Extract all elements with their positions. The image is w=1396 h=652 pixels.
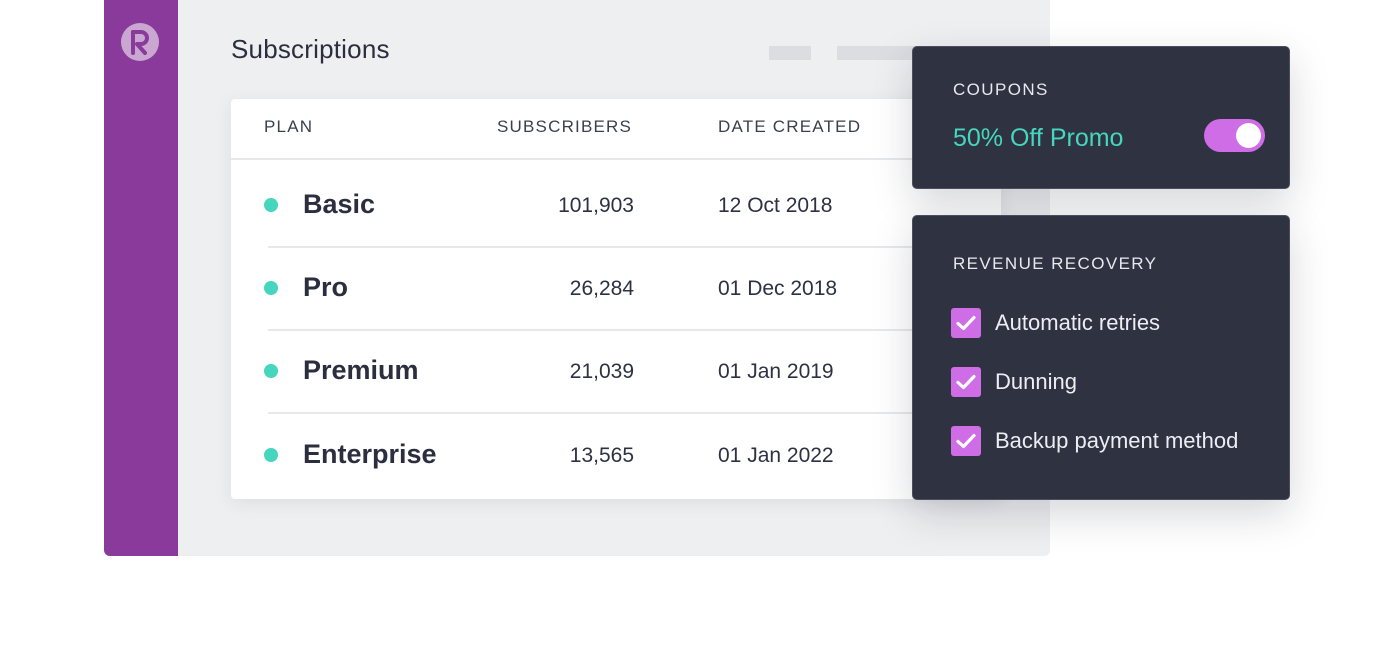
date-created: 01 Dec 2018 (718, 277, 838, 301)
coupons-heading: COUPONS (953, 80, 1049, 99)
checkmark-icon (956, 433, 976, 449)
subscriber-count: 21,039 (569, 360, 634, 384)
subscriber-count: 26,284 (569, 277, 634, 301)
subscriber-count: 101,903 (558, 194, 634, 218)
status-dot-icon (264, 281, 278, 295)
checkbox[interactable] (951, 367, 981, 397)
table-row[interactable]: Enterprise 13,565 01 Jan 2022 (231, 413, 1001, 497)
promo-toggle[interactable] (1204, 119, 1265, 152)
table-row[interactable]: Pro 26,284 01 Dec 2018 (231, 246, 1001, 331)
checkmark-icon (956, 315, 976, 331)
header-placeholder-bar (837, 46, 917, 60)
table-row[interactable]: Premium 21,039 01 Jan 2019 (231, 329, 1001, 414)
logo-mark (131, 30, 149, 55)
column-header-subscribers[interactable]: SUBSCRIBERS (497, 117, 633, 136)
plan-name: Enterprise (303, 438, 437, 469)
plan-name: Pro (303, 271, 349, 302)
date-created: 12 Oct 2018 (718, 194, 833, 218)
subscriber-count: 13,565 (569, 444, 634, 468)
coupons-panel: COUPONS 50% Off Promo (912, 46, 1290, 189)
date-created: 01 Jan 2019 (718, 360, 834, 384)
column-header-date-created[interactable]: DATE CREATED (718, 117, 862, 136)
sidebar (104, 0, 178, 556)
header-placeholder-bar (769, 46, 811, 60)
table-row[interactable]: Basic 101,903 12 Oct 2018 (231, 163, 1001, 248)
page-title: Subscriptions (231, 34, 390, 64)
status-dot-icon (264, 364, 278, 378)
row-divider (268, 246, 1001, 248)
checkbox[interactable] (951, 426, 981, 456)
plan-name: Basic (303, 188, 376, 219)
row-divider (268, 329, 1001, 331)
header-divider (231, 158, 1001, 160)
row-divider (268, 412, 1001, 414)
status-dot-icon (264, 198, 278, 212)
logo-icon[interactable] (121, 23, 159, 61)
option-label: Automatic retries (995, 310, 1161, 335)
toggle-knob (1236, 123, 1261, 148)
option-label: Dunning (995, 369, 1077, 394)
revenue-recovery-panel: REVENUE RECOVERY Automatic retries Dunni… (912, 215, 1290, 500)
option-label: Backup payment method (995, 428, 1239, 453)
column-header-plan[interactable]: PLAN (264, 117, 314, 136)
plan-name: Premium (303, 354, 419, 385)
status-dot-icon (264, 448, 278, 462)
checkmark-icon (956, 374, 976, 390)
date-created: 01 Jan 2022 (718, 444, 834, 468)
subscriptions-table: PLAN SUBSCRIBERS DATE CREATED Basic 101,… (231, 99, 1001, 499)
promo-label: 50% Off Promo (953, 124, 1124, 152)
checkbox[interactable] (951, 308, 981, 338)
revenue-recovery-heading: REVENUE RECOVERY (953, 254, 1158, 273)
